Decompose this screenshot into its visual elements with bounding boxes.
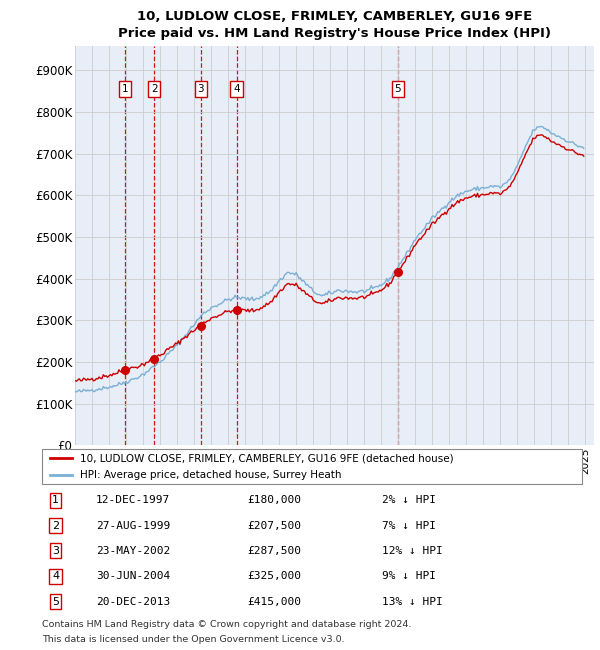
Text: 13% ↓ HPI: 13% ↓ HPI <box>382 597 443 606</box>
Text: Contains HM Land Registry data © Crown copyright and database right 2024.: Contains HM Land Registry data © Crown c… <box>42 619 412 629</box>
Text: 12% ↓ HPI: 12% ↓ HPI <box>382 546 443 556</box>
Text: 2: 2 <box>151 84 157 94</box>
Text: £325,000: £325,000 <box>247 571 301 581</box>
Text: This data is licensed under the Open Government Licence v3.0.: This data is licensed under the Open Gov… <box>42 634 344 644</box>
Text: 3: 3 <box>197 84 204 94</box>
Text: 23-MAY-2002: 23-MAY-2002 <box>96 546 170 556</box>
Text: 5: 5 <box>52 597 59 606</box>
Text: 20-DEC-2013: 20-DEC-2013 <box>96 597 170 606</box>
Text: 2: 2 <box>52 521 59 530</box>
Text: £180,000: £180,000 <box>247 495 301 505</box>
Text: 30-JUN-2004: 30-JUN-2004 <box>96 571 170 581</box>
Text: 12-DEC-1997: 12-DEC-1997 <box>96 495 170 505</box>
Text: 1: 1 <box>52 495 59 505</box>
Text: 9% ↓ HPI: 9% ↓ HPI <box>382 571 436 581</box>
Text: 5: 5 <box>394 84 401 94</box>
Text: £287,500: £287,500 <box>247 546 301 556</box>
Text: 10, LUDLOW CLOSE, FRIMLEY, CAMBERLEY, GU16 9FE (detached house): 10, LUDLOW CLOSE, FRIMLEY, CAMBERLEY, GU… <box>80 453 454 463</box>
Text: 3: 3 <box>52 546 59 556</box>
Text: £415,000: £415,000 <box>247 597 301 606</box>
Text: 7% ↓ HPI: 7% ↓ HPI <box>382 521 436 530</box>
Text: 4: 4 <box>52 571 59 581</box>
Text: HPI: Average price, detached house, Surrey Heath: HPI: Average price, detached house, Surr… <box>80 471 341 480</box>
Title: 10, LUDLOW CLOSE, FRIMLEY, CAMBERLEY, GU16 9FE
Price paid vs. HM Land Registry's: 10, LUDLOW CLOSE, FRIMLEY, CAMBERLEY, GU… <box>118 10 551 40</box>
Text: 27-AUG-1999: 27-AUG-1999 <box>96 521 170 530</box>
Text: 1: 1 <box>122 84 128 94</box>
Text: 2% ↓ HPI: 2% ↓ HPI <box>382 495 436 505</box>
Text: 4: 4 <box>233 84 240 94</box>
FancyBboxPatch shape <box>42 448 582 484</box>
Text: £207,500: £207,500 <box>247 521 301 530</box>
